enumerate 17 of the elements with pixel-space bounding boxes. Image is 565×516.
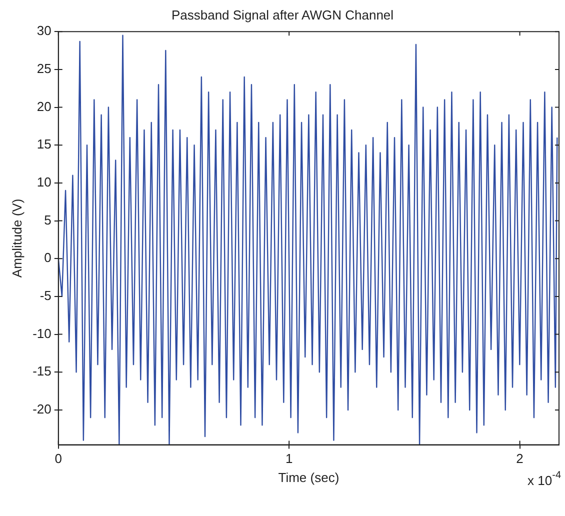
y-tick-label: -10: [32, 326, 52, 341]
y-tick-label: 25: [36, 61, 52, 76]
y-tick-label: -5: [40, 288, 52, 304]
y-axis-title: Amplitude (V): [9, 198, 24, 278]
y-tick-label: 5: [44, 212, 52, 228]
chart-title: Passband Signal after AWGN Channel: [171, 7, 394, 22]
x-axis-title: Time (sec): [278, 470, 340, 485]
y-tick-label: -20: [32, 402, 52, 417]
x-tick-label: 0: [54, 451, 62, 466]
y-tick-label: 20: [36, 98, 52, 114]
y-tick-label: -15: [32, 364, 52, 379]
y-tick-label: 30: [36, 23, 52, 38]
y-tick-label: 10: [36, 174, 52, 190]
x-tick-label: 2: [516, 451, 524, 466]
x-tick-label: 1: [285, 451, 293, 466]
y-tick-label: 0: [44, 250, 52, 266]
y-tick-label: 15: [36, 136, 52, 152]
